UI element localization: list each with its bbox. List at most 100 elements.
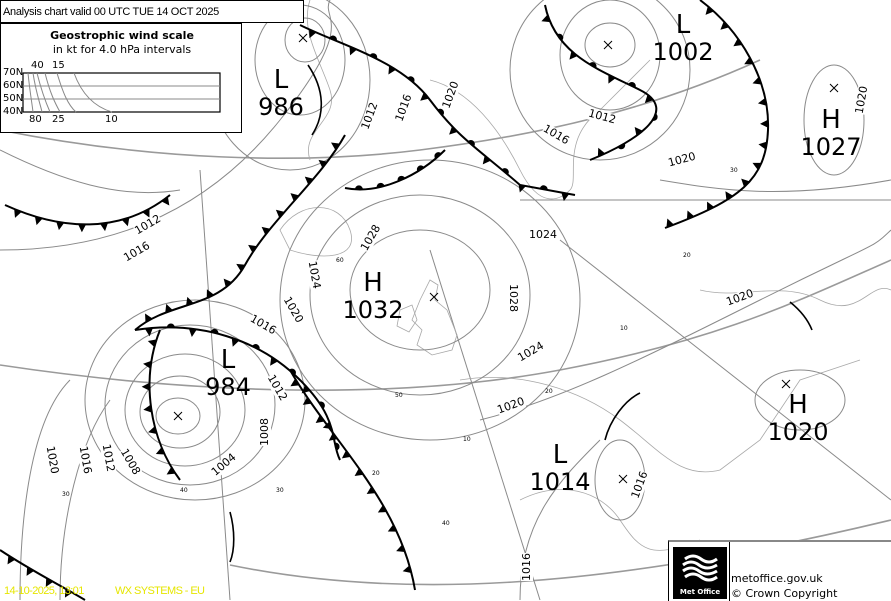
isobar-label-bg [358,222,384,254]
isobar-label: 1020 [44,445,62,475]
met-office-branding: Met Office metoffice.gov.uk © Crown Copy… [668,540,891,601]
cold-front-triangle-icon [387,524,397,532]
warm-front-semicircle-icon [376,182,385,188]
cold-front-triangle-icon [707,201,715,211]
isobar-label: 1016 [393,92,415,123]
cold-front-triangle-icon [147,339,157,348]
cold-front-triangle-icon [322,421,332,430]
cold-front-triangle-icon [155,447,165,455]
isobar-label-bg [586,107,618,127]
latitude-label: 20 [683,252,691,259]
isobar-label: 1016 [77,445,95,475]
cold-front-triangle-icon [56,221,65,231]
cold-front-triangle-icon [270,356,278,366]
cold-front-triangle-icon [302,397,312,405]
cold-front-triangle-icon [733,38,743,47]
isobar-label: 1016 [248,312,279,337]
cold-front-triangle-icon [608,74,616,84]
cold-front-triangle-icon [402,565,412,574]
cold-front-triangle-icon [144,327,153,337]
cold-front-triangle-icon [143,404,152,413]
fronts [0,0,813,601]
warm-front-semicircle-icon [434,152,442,159]
cold-front-triangle-icon [248,244,257,253]
centre-pressure: 986 [258,93,304,121]
isobar-label-bg [305,260,323,290]
centre-cross-icon [429,292,439,302]
warm-front-semicircle-icon [369,53,378,59]
centre-type: H [363,268,383,298]
isobar-label-bg [259,418,271,446]
warm-front-semicircle-icon [617,143,626,150]
graticule [0,59,891,601]
cold-front-triangle-icon [142,208,150,218]
isobar-label: 1020 [853,85,871,115]
centre-pressure: 1020 [767,418,828,446]
cold-front-triangle-icon [758,141,768,150]
centre-type: H [821,105,841,135]
isobar-label: 1024 [306,260,324,290]
occluded-front [544,4,658,161]
cold-front-triangle-icon [186,296,194,306]
isobar-label: 1012 [359,100,381,131]
warm-front-semicircle-icon [210,328,219,334]
centre-cross-icon [829,83,839,93]
cold-front-triangle-icon [377,505,387,513]
cold-front-triangle-icon [143,360,152,369]
scale-bottom-label: 80 [29,114,42,125]
cold-front-triangle-icon [449,126,458,135]
cold-front-triangle-icon [388,65,396,75]
cold-front-triangle-icon [290,193,300,202]
cold-front-triangle-icon [301,385,311,394]
site-link[interactable]: metoffice.gov.uk [731,572,823,585]
cold-front-triangle-icon [309,29,317,39]
warm-front-semicircle-icon [288,368,296,376]
cold-front-triangle-icon [634,126,643,136]
cold-front-triangle-icon [188,328,197,337]
isobar-label-bg [209,451,239,479]
isobar-label-bg [666,150,698,170]
scale-top-label: 15 [52,60,65,71]
wind-scale-box: Geostrophic wind scale in kt for 4.0 hPa… [0,23,242,133]
isobar-label: 1016 [520,553,533,581]
cold-front-triangle-icon [7,555,16,565]
cold-front-triangle-icon [166,466,176,475]
issue-timestamp: 14-10-2025, 13:01 [4,585,84,597]
trough-line [229,511,235,563]
isobar-label: 1016 [629,469,651,500]
latitude-label: 30 [62,491,70,498]
warm-front-semicircle-icon [501,168,509,175]
cold-front-triangle-icon [541,14,551,23]
isobar-label-bg [495,395,527,417]
cold-front-triangle-icon [518,183,526,193]
isobar-label-bg [540,122,572,148]
cold-front-triangle-icon [744,56,754,65]
cold-front-triangle-icon [148,426,157,434]
cold-front-triangle-icon [482,155,491,165]
centre-type: L [676,10,691,40]
cold-front-triangle-icon [666,218,674,228]
isobar-label: 1008 [118,446,143,477]
wind-scale-subtitle: in kt for 4.0 hPa intervals [52,43,192,56]
scale-lat-label: 50N [3,93,24,104]
cold-front-triangle-icon [354,468,364,477]
isobar-label: 1016 [541,122,572,147]
cold-front-triangle-icon [331,142,340,151]
cold-front-triangle-icon [686,210,695,220]
cold-front-triangle-icon [100,222,108,232]
cold-front-triangle-icon [304,176,314,185]
isobar-label-bg [99,443,117,473]
warm-front-semicircle-icon [252,344,260,350]
logo-text: Met Office [679,588,721,596]
warm-front-semicircle-icon [334,442,340,451]
centre-pressure: 1032 [342,296,403,324]
waves-icon [682,554,718,582]
isobar-label: 1020 [281,294,306,325]
cold-front-triangle-icon [161,196,170,206]
cold-front-triangle-icon [141,382,150,391]
isobar-label: 1020 [495,395,526,417]
cold-front-triangle-icon [366,486,376,495]
